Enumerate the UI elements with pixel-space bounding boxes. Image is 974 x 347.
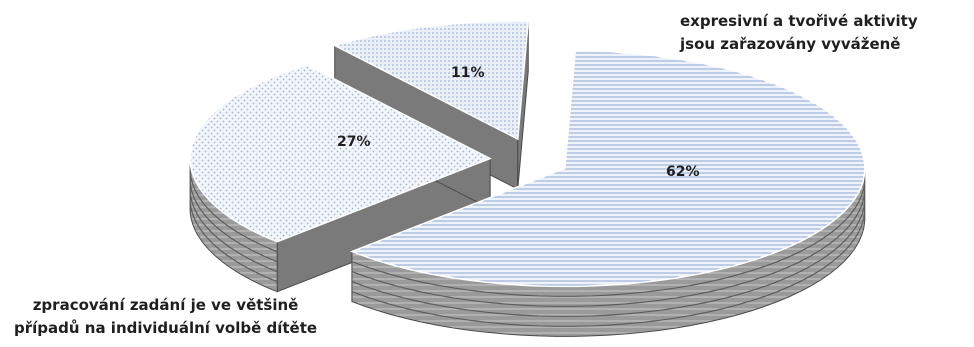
pie-slice-1 — [189, 64, 492, 293]
slice-label-0-line1: expresivní a tvořivé aktivity — [680, 12, 918, 30]
pie-slice-2-face — [332, 20, 530, 141]
pie-slice-0-face — [349, 49, 866, 288]
slice-label-0-line2: jsou zařazovány vyváženě — [680, 35, 901, 53]
data-label-0: 62% — [666, 164, 700, 180]
slice-label-1: zpracování zadání je ve většině případů … — [14, 294, 317, 340]
data-label-1: 27% — [337, 134, 371, 150]
data-label-2: 11% — [451, 65, 485, 81]
slice-label-1-line1: zpracování zadání je ve většině — [32, 296, 299, 314]
pie-slice-0 — [349, 49, 866, 337]
pie-slice-1-face — [189, 64, 492, 243]
slice-label-1-line2: případů na individuální volbě dítěte — [14, 319, 318, 337]
slice-label-0: expresivní a tvořivé aktivity jsou zařaz… — [680, 10, 918, 56]
